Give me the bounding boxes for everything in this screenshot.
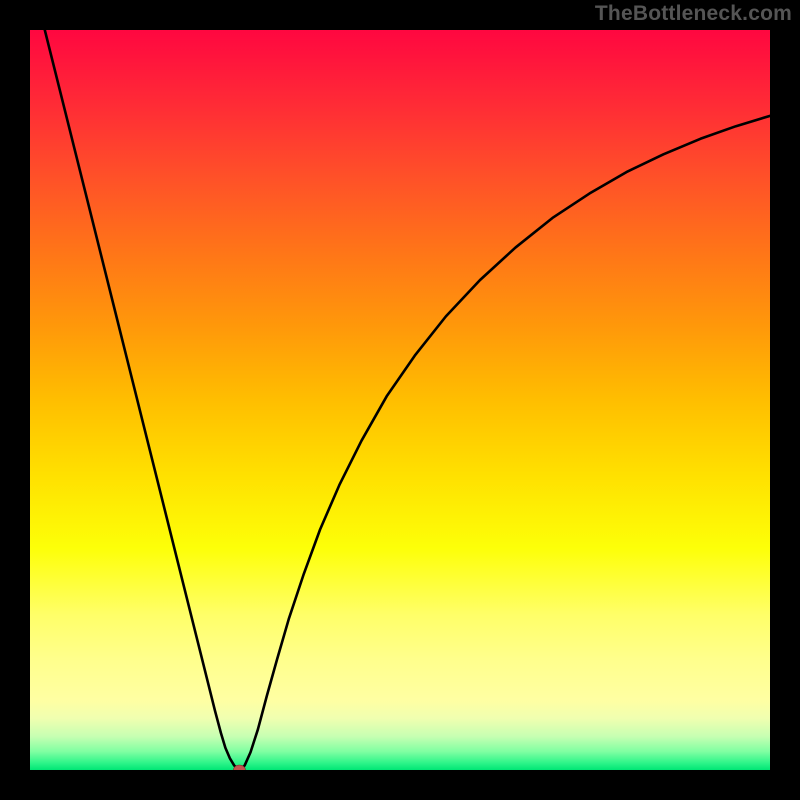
- plot-area: [30, 30, 770, 770]
- watermark-text: TheBottleneck.com: [595, 2, 792, 26]
- chart-container: TheBottleneck.com: [0, 0, 800, 800]
- gradient-background: [30, 30, 770, 770]
- chart-svg: [30, 30, 770, 770]
